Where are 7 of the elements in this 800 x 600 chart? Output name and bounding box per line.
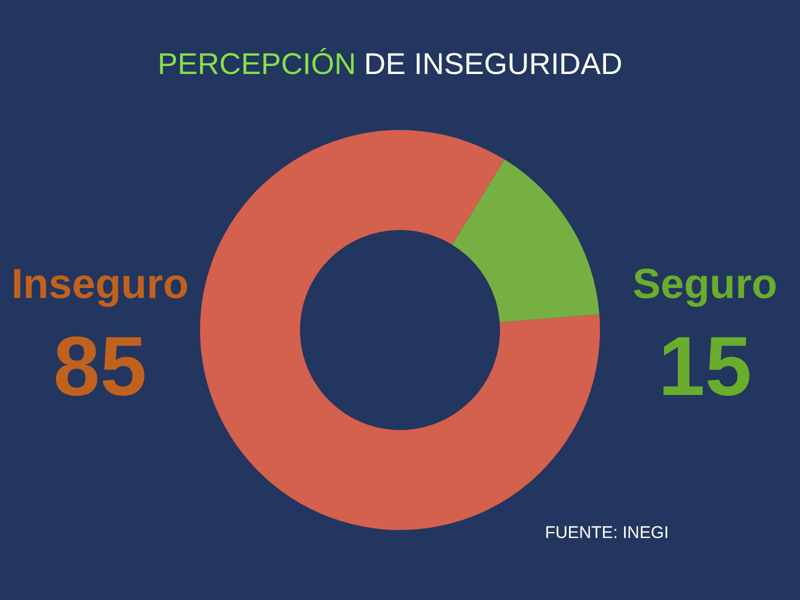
slice-label: Seguro: [632, 260, 778, 307]
donut-slice: [452, 159, 600, 322]
source-note: FUENTE: INEGI: [545, 523, 669, 542]
data-label: 15: [658, 319, 752, 413]
slice-label: Inseguro: [11, 260, 189, 307]
chart-title: PERCEPCIÓN DE INSEGURIDAD: [158, 47, 622, 81]
data-label: 85: [53, 319, 147, 413]
